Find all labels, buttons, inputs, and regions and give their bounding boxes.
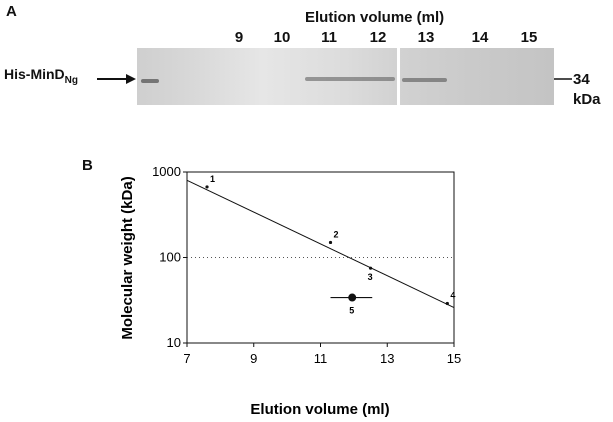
protein-label: His-MinDNg (4, 66, 78, 86)
gel-band (305, 77, 395, 81)
protein-label-main: His-MinD (4, 66, 65, 82)
lane-label: 14 (471, 29, 489, 46)
x-tick-label: 11 (314, 351, 328, 366)
data-point-label: 3 (368, 272, 373, 282)
lane-label: 9 (234, 29, 244, 46)
gel-band (141, 79, 159, 83)
y-tick-label: 100 (159, 250, 181, 265)
lane-label: 13 (417, 29, 435, 46)
x-tick-label: 15 (447, 351, 461, 366)
data-point (328, 240, 333, 245)
data-point-label: 2 (334, 229, 339, 239)
fit-line (186, 179, 455, 308)
data-point (368, 266, 373, 270)
x-axis: 7 9 11 13 15 (183, 343, 461, 366)
y-axis: 10 100 1000 (152, 164, 187, 350)
data-point-label: 1 (210, 174, 215, 184)
unknown-point (348, 293, 357, 302)
y-tick-label: 10 (167, 335, 181, 350)
data-points: 1 2 3 4 5 (205, 174, 455, 316)
y-axis-title: Molecular weight (kDa) (119, 176, 136, 339)
y-tick-label: 1000 (152, 164, 181, 179)
lane-label: 15 (520, 29, 538, 46)
protein-arrow-icon (97, 74, 136, 84)
x-tick-label: 9 (250, 351, 257, 366)
x-tick-label: 7 (183, 351, 190, 366)
lane-label: 11 (321, 29, 337, 46)
gel-separator (397, 48, 400, 105)
gel-band (402, 78, 447, 82)
x-tick-label: 13 (380, 351, 394, 366)
data-point-label: 4 (450, 290, 455, 300)
panel-b-label: B (82, 157, 93, 174)
lane-label: 12 (369, 29, 387, 46)
unknown-point-label: 5 (349, 306, 354, 316)
data-point (205, 185, 209, 189)
marker-unit: kDa (573, 91, 601, 108)
protein-label-subscript: Ng (64, 74, 79, 86)
data-point (445, 301, 449, 306)
panel-a-label: A (6, 3, 17, 20)
x-axis-title: Elution volume (ml) (250, 401, 389, 418)
marker-tick (554, 78, 572, 80)
marker-value: 34 (573, 71, 590, 88)
western-blot-gel (137, 48, 554, 105)
elution-volume-header: Elution volume (ml) (305, 9, 445, 26)
lane-label: 10 (273, 29, 291, 46)
